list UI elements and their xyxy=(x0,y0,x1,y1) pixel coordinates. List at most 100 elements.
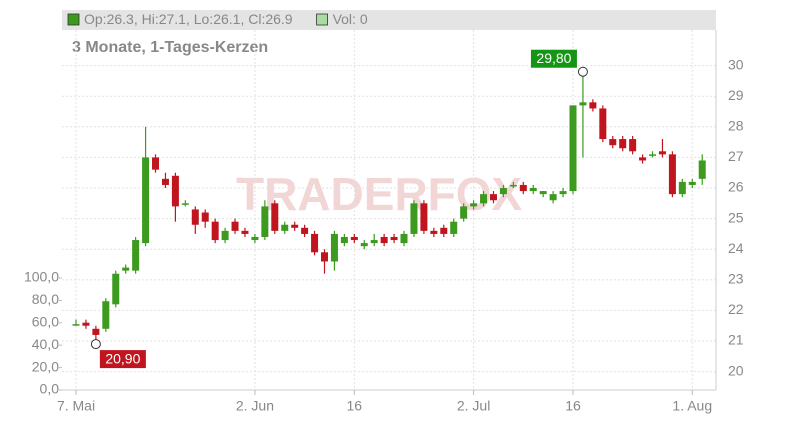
y2-tick-label: 40,0 xyxy=(32,336,59,352)
candle-body xyxy=(480,194,488,204)
y-tick-label: 20 xyxy=(728,362,744,378)
y2-tick-label: 20,0 xyxy=(32,358,59,374)
candle-body xyxy=(360,243,368,247)
candle-body xyxy=(400,233,408,244)
x-tick-label: 2. Jun xyxy=(236,398,274,414)
candle-body xyxy=(370,240,378,244)
annotation-box xyxy=(99,350,146,369)
candle-body xyxy=(241,230,249,234)
candle-body xyxy=(231,221,239,231)
candle-body xyxy=(321,252,328,262)
candle-body xyxy=(470,203,478,207)
candle-body xyxy=(201,212,209,222)
candle-body xyxy=(629,139,637,152)
candle-body xyxy=(281,224,289,231)
candle-body xyxy=(519,184,527,192)
candle-body xyxy=(301,227,309,234)
candle-body xyxy=(649,154,657,156)
candle-body xyxy=(142,157,150,244)
legend-swatch xyxy=(316,13,328,26)
candle-body xyxy=(668,154,676,195)
y-tick-label: 30 xyxy=(728,56,744,72)
candle-body xyxy=(619,139,627,149)
candle-body xyxy=(639,157,647,161)
candle-body xyxy=(181,203,189,205)
annotation-label: 29,80 xyxy=(536,50,571,66)
watermark: TRADERFOX xyxy=(236,168,523,220)
y2-tick-label: 100,0 xyxy=(24,269,59,285)
candle-body xyxy=(122,267,130,271)
candle-body xyxy=(410,203,418,234)
y-tick-label: 27 xyxy=(728,148,744,164)
legend-label: Op:26.3, Hi:27.1, Lo:26.1, Cl:26.9 xyxy=(84,11,293,27)
legend-label: Vol: 0 xyxy=(333,11,368,27)
candle-body xyxy=(460,206,468,219)
candle-body xyxy=(529,188,537,192)
candle-body xyxy=(509,184,517,187)
candle-body xyxy=(72,324,80,326)
candle-body xyxy=(102,301,110,329)
candle-body xyxy=(688,181,696,185)
candle-body xyxy=(340,236,348,244)
y-tick-label: 26 xyxy=(728,179,744,195)
candle-body xyxy=(380,236,388,244)
annotation-marker xyxy=(577,66,588,77)
candle-body xyxy=(112,273,120,305)
candle-body xyxy=(350,236,358,241)
candle-body xyxy=(92,328,100,335)
candle-body xyxy=(539,191,547,195)
candle-body xyxy=(579,102,587,106)
y-tick-label: 25 xyxy=(728,209,744,225)
candle-body xyxy=(251,236,259,241)
x-tick-label: 16 xyxy=(565,398,581,414)
x-tick-label: 1. Aug xyxy=(672,398,712,414)
annotation-box xyxy=(530,49,577,68)
y-tick-label: 21 xyxy=(728,332,744,348)
candle-body xyxy=(291,224,299,228)
x-tick-label: 2. Jul xyxy=(457,398,490,414)
candle-body xyxy=(271,203,279,231)
annotation-label: 20,90 xyxy=(105,350,140,366)
candle-body xyxy=(390,236,398,241)
candle-body xyxy=(589,102,597,109)
candle-body xyxy=(420,203,428,231)
candle-body xyxy=(499,188,507,195)
candle-body xyxy=(569,105,577,192)
candle-body xyxy=(161,178,169,185)
candle-body xyxy=(698,160,706,179)
y-tick-label: 24 xyxy=(728,240,744,256)
candle-body xyxy=(609,139,617,146)
y-tick-label: 28 xyxy=(728,118,744,134)
header-bar xyxy=(62,10,716,30)
annotation-marker xyxy=(90,339,101,350)
candle-body xyxy=(152,157,160,170)
y2-tick-label: 80,0 xyxy=(32,291,59,307)
candle-body xyxy=(678,181,686,195)
candle-body xyxy=(82,322,90,326)
y-tick-label: 29 xyxy=(728,87,744,103)
chart-title: 3 Monate, 1-Tages-Kerzen xyxy=(72,39,268,56)
candle-body xyxy=(211,221,219,241)
candle-body xyxy=(191,209,199,225)
candle-body xyxy=(549,194,557,201)
candle-body xyxy=(261,206,269,237)
y2-tick-label: 0,0 xyxy=(40,381,60,397)
y-tick-label: 22 xyxy=(728,301,744,317)
candle-body xyxy=(311,233,319,253)
x-tick-label: 7. Mai xyxy=(57,398,95,414)
candle-body xyxy=(489,194,497,201)
y2-tick-label: 60,0 xyxy=(32,314,59,330)
candle-body xyxy=(171,175,179,207)
candle-body xyxy=(658,151,666,155)
candle-body xyxy=(221,230,229,241)
candle-body xyxy=(330,233,338,262)
candle-body xyxy=(430,230,438,234)
candle-body xyxy=(132,240,140,271)
candle-body xyxy=(440,227,448,234)
candle-body xyxy=(450,221,458,234)
legend-swatch xyxy=(67,13,80,26)
y-tick-label: 23 xyxy=(728,271,744,287)
candle-body xyxy=(599,108,607,140)
x-tick-label: 16 xyxy=(347,398,363,414)
